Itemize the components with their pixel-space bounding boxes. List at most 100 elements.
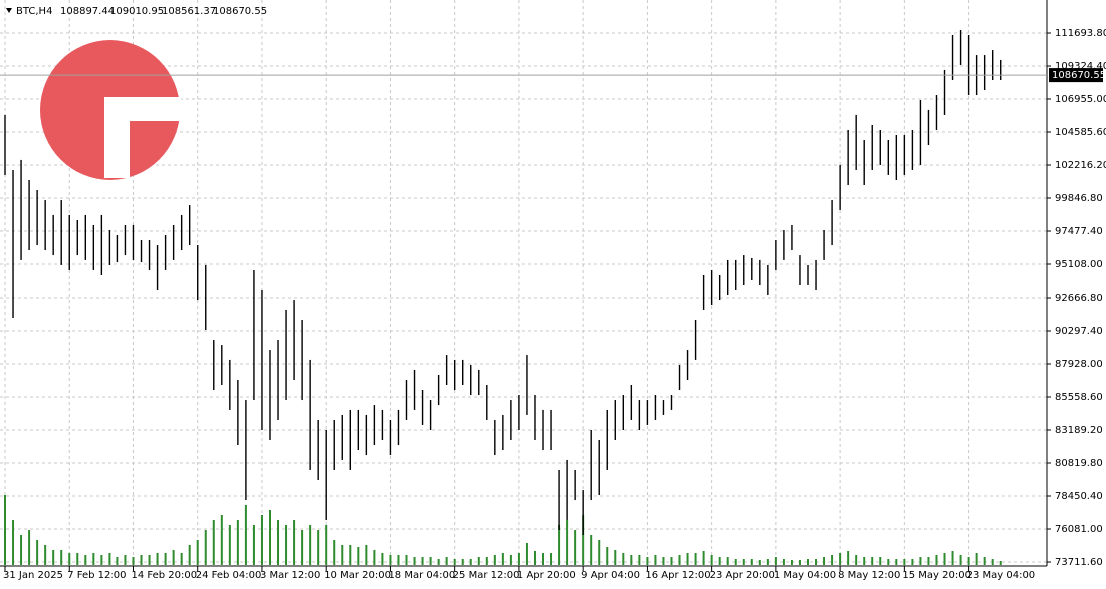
volume-bar — [766, 559, 769, 565]
volume-bar — [437, 559, 440, 565]
volume-bar — [823, 557, 826, 565]
volume-bar — [678, 555, 681, 565]
volume-bar — [357, 547, 360, 565]
volume-bar — [124, 555, 127, 565]
volume-bar — [533, 551, 536, 565]
volume-bar — [4, 495, 6, 565]
y-tick-label: 83189.20 — [1055, 425, 1103, 436]
volume-bar — [839, 553, 842, 565]
volume-bar — [341, 545, 344, 565]
ohlc-value: 108897.44 — [60, 6, 114, 17]
volume-bar — [831, 555, 834, 565]
volume-bar — [750, 559, 753, 565]
volume-bar — [365, 545, 368, 565]
volume-bar — [36, 540, 39, 565]
last-price-box — [1049, 68, 1103, 83]
y-tick-label: 85558.60 — [1055, 392, 1103, 403]
volume-bar — [52, 550, 55, 565]
volume-bar — [622, 553, 625, 565]
x-tick-label: 15 May 20:00 — [902, 570, 971, 581]
volume-bar — [268, 510, 271, 565]
volume-bar — [959, 555, 962, 565]
logo-notch — [130, 121, 150, 140]
volume-bar — [911, 559, 914, 565]
volume-bar — [469, 559, 472, 565]
volume-bar — [325, 525, 328, 565]
volume-bar — [919, 557, 922, 565]
x-tick-label: 1 May 04:00 — [774, 570, 836, 581]
volume-bar — [638, 555, 641, 565]
volume-bar — [140, 555, 143, 565]
x-tick-label: 10 Mar 20:00 — [324, 570, 391, 581]
volume-bar — [381, 553, 384, 565]
x-tick-label: 31 Jan 2025 — [3, 570, 63, 581]
volume-bar — [670, 557, 673, 565]
volume-bar — [228, 525, 231, 565]
volume-bar — [277, 520, 280, 565]
volume-bar — [244, 505, 247, 565]
volume-bar — [815, 559, 818, 565]
volume-bar — [349, 545, 352, 565]
volume-bar — [734, 559, 737, 565]
volume-bar — [453, 559, 456, 565]
volume-bar — [999, 561, 1002, 565]
volume-bar — [477, 557, 480, 565]
volume-bar — [807, 559, 809, 565]
volume-bar — [582, 515, 585, 565]
volume-bar — [188, 545, 191, 565]
volume-bar — [445, 557, 448, 565]
volume-bar — [293, 520, 296, 565]
volume-bar — [156, 553, 159, 565]
x-tick-label: 7 Feb 12:00 — [67, 570, 126, 581]
volume-bar — [461, 559, 464, 565]
volume-bar — [132, 557, 135, 565]
volume-bar — [895, 559, 898, 565]
y-tick-label: 80819.80 — [1055, 458, 1103, 469]
ohlc-value: 109010.95 — [110, 6, 164, 17]
volume-bar — [550, 553, 553, 565]
ohlc-value: 108561.37 — [162, 6, 216, 17]
volume-bar — [212, 520, 215, 565]
volume-bar — [164, 553, 167, 565]
volume-bar — [84, 555, 87, 565]
y-tick-label: 99846.80 — [1055, 193, 1103, 204]
volume-bar — [317, 530, 320, 565]
volume-bar — [758, 560, 761, 565]
volume-bar — [108, 553, 111, 565]
y-tick-label: 106955.00 — [1055, 94, 1106, 105]
volume-bar — [493, 555, 496, 565]
volume-bar — [501, 553, 504, 565]
volume-bar — [598, 540, 601, 565]
volume-bar — [116, 557, 119, 565]
volume-bar — [702, 551, 705, 565]
volume-bar — [429, 557, 432, 565]
volume-bar — [686, 553, 689, 565]
x-tick-label: 23 Apr 20:00 — [710, 570, 775, 581]
volume-bar — [847, 551, 850, 565]
volume-bar — [774, 557, 777, 565]
volume-bar — [710, 555, 713, 565]
volume-bar — [60, 550, 63, 565]
volume-bar — [879, 557, 882, 565]
x-tick-label: 9 Apr 04:00 — [581, 570, 640, 581]
volume-bar — [574, 530, 577, 565]
y-tick-label: 92666.80 — [1055, 293, 1103, 304]
volume-bar — [421, 557, 424, 565]
volume-bar — [927, 557, 930, 565]
volume-bar — [92, 553, 95, 565]
volume-bar — [606, 547, 609, 565]
volume-bar — [903, 559, 906, 565]
symbol: BTC,H4 — [16, 6, 52, 17]
volume-bar — [967, 557, 970, 565]
volume-bar — [172, 550, 175, 565]
y-tick-label: 73711.60 — [1055, 557, 1103, 568]
volume-bar — [798, 560, 801, 565]
volume-bar — [935, 555, 938, 565]
logo — [40, 40, 181, 180]
volume-bar — [517, 553, 520, 565]
y-tick-label: 87928.00 — [1055, 359, 1103, 370]
y-tick-label: 109324.40 — [1055, 61, 1106, 72]
volume-bar — [887, 559, 890, 565]
volume-bar — [983, 557, 986, 565]
x-tick-label: 8 May 12:00 — [838, 570, 900, 581]
